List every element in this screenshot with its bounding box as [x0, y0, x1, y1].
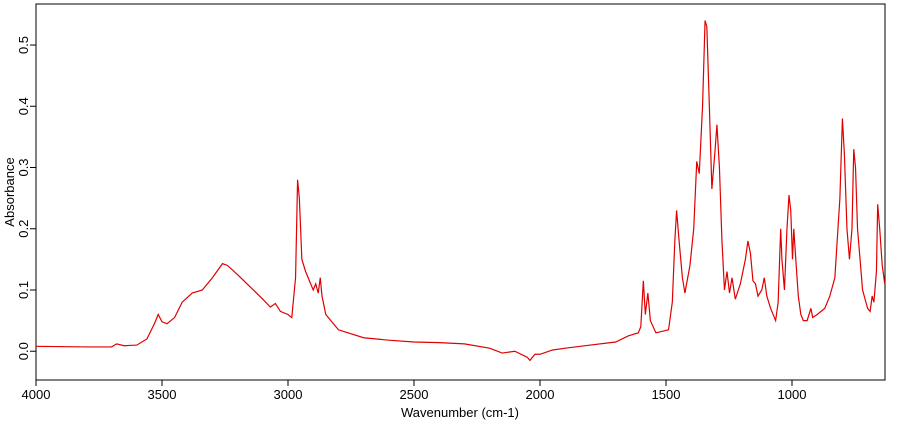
spectrum-line	[35, 20, 886, 362]
y-axis-label: Absorbance	[2, 157, 17, 226]
y-tick-label: 0.5	[16, 36, 31, 54]
y-tick-label: 0.3	[16, 158, 31, 176]
x-tick-label: 2500	[400, 387, 429, 402]
x-tick-label: 4000	[22, 387, 51, 402]
x-tick-label: 3000	[274, 387, 303, 402]
y-tick-label: 0.0	[16, 342, 31, 360]
x-tick-label: 1000	[778, 387, 807, 402]
x-tick-label: 1500	[652, 387, 681, 402]
x-tick-label: 2000	[526, 387, 555, 402]
y-tick-label: 0.4	[16, 97, 31, 115]
plot-frame	[35, 3, 886, 381]
y-tick-label: 0.2	[16, 220, 31, 238]
y-tick-label: 0.1	[16, 281, 31, 299]
x-tick-label: 3500	[148, 387, 177, 402]
x-axis-label: Wavenumber (cm-1)	[401, 405, 519, 420]
